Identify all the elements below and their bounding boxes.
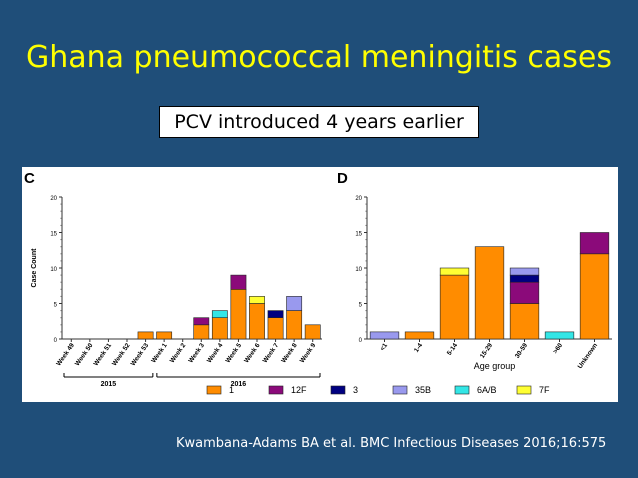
bar-segment-1 xyxy=(137,331,154,340)
bar-segment-3 xyxy=(509,274,540,283)
x-tick-label: Week 53 xyxy=(130,342,151,368)
legend-label: 7F xyxy=(539,385,550,395)
citation-text: Kwambana-Adams BA et al. BMC Infectious … xyxy=(176,436,607,451)
x-tick-label: >60 xyxy=(552,342,564,355)
bar-segment-12F xyxy=(579,232,610,255)
x-tick-label: Week 3 xyxy=(187,342,206,365)
x-tick-label: 30-59 xyxy=(514,342,529,360)
x-tick-label: Week 9 xyxy=(299,342,318,365)
bar-segment-1 xyxy=(267,317,284,340)
x-tick-label: Week 5 xyxy=(225,342,244,365)
x-axis-label: Age group xyxy=(474,361,516,371)
panel-label: C xyxy=(24,170,35,187)
x-tick-label: <1 xyxy=(379,342,389,352)
bar-segment-1 xyxy=(156,331,173,340)
bar-segment-35B xyxy=(509,267,540,276)
legend-label: 3 xyxy=(353,385,358,395)
bar-segment-1 xyxy=(304,324,321,340)
subtitle-box: PCV introduced 4 years earlier xyxy=(159,106,479,138)
x-tick-label: Week 2 xyxy=(169,342,188,365)
bar-segment-7F xyxy=(249,296,265,304)
legend-label: 6A/B xyxy=(477,385,497,395)
legend-swatch xyxy=(516,385,532,395)
legend-swatch xyxy=(268,385,284,395)
bar-segment-12F xyxy=(193,317,210,326)
legend-label: 35B xyxy=(415,385,431,395)
legend-label: 1 xyxy=(229,385,234,395)
bar-segment-1 xyxy=(286,310,303,340)
x-tick-label: Week 4 xyxy=(206,342,225,365)
bar-segment-35B xyxy=(369,331,400,340)
x-tick-label: Week 7 xyxy=(262,342,281,365)
y-axis-label: Case Count xyxy=(31,248,38,288)
y-tick-label: 5 xyxy=(359,303,363,309)
y-tick-label: 20 xyxy=(355,196,362,202)
bar-segment-1 xyxy=(404,331,435,340)
y-tick-label: 15 xyxy=(50,232,57,238)
x-tick-label: Week 6 xyxy=(243,342,262,365)
x-tick-label: Unknown xyxy=(577,342,600,370)
bar-segment-1 xyxy=(579,253,610,340)
legend-label: 12F xyxy=(291,385,307,395)
figure-panel: C 0 5 10 15 20 Case Count Week 49 Week 50 Week 51… xyxy=(22,167,618,402)
year-group-label: 2016 xyxy=(231,381,247,388)
y-tick-label: 10 xyxy=(355,267,362,273)
bar-segment-12F xyxy=(509,281,540,304)
bar-segment-1 xyxy=(211,317,228,340)
x-tick-label: 5-14 xyxy=(446,342,459,357)
y-tick-label: 20 xyxy=(50,196,57,202)
y-tick-label: 0 xyxy=(359,338,363,344)
x-tick-label: Week 1 xyxy=(150,342,169,365)
bar-segment-12F xyxy=(230,274,247,290)
legend-swatch xyxy=(330,385,346,395)
year-group-label: 2015 xyxy=(101,381,117,388)
x-tick-label: 15-29 xyxy=(479,342,494,360)
bar-segment-1 xyxy=(474,246,505,340)
x-tick-label: Week 8 xyxy=(280,342,299,365)
bar-segment-1 xyxy=(249,303,265,340)
bar-segment-3 xyxy=(267,310,284,319)
bar-segment-35B xyxy=(286,296,303,311)
bar-segment-1 xyxy=(230,289,247,340)
bar-segment-6AB xyxy=(544,331,575,340)
bar-segment-6AB xyxy=(211,310,228,319)
legend-swatch xyxy=(454,385,470,395)
panel-label: D xyxy=(337,170,348,187)
y-tick-label: 5 xyxy=(54,303,58,309)
bar-segment-1 xyxy=(439,274,470,340)
x-tick-label: 1-4 xyxy=(413,342,424,354)
slide-title: Ghana pneumococcal meningitis cases xyxy=(25,40,613,75)
y-tick-label: 15 xyxy=(355,232,362,238)
bar-segment-1 xyxy=(193,324,210,340)
bar-segment-1 xyxy=(509,303,540,340)
legend-swatch xyxy=(392,385,408,395)
y-tick-label: 0 xyxy=(54,338,58,344)
bar-segment-7F xyxy=(439,267,470,276)
y-tick-label: 10 xyxy=(50,267,57,273)
legend-swatch xyxy=(206,385,222,395)
